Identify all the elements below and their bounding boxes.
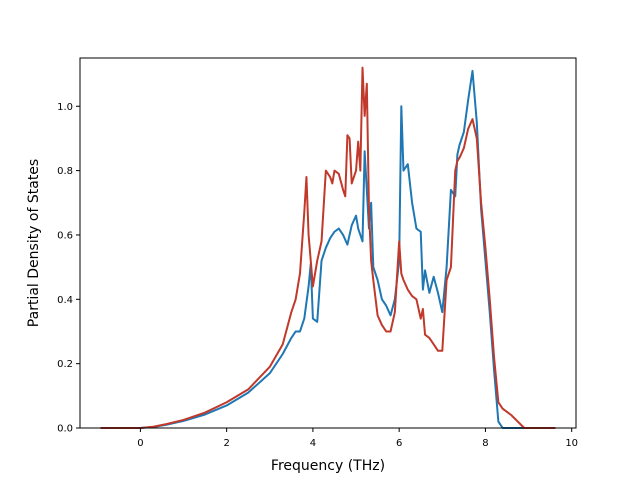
x-tick-label: 0 xyxy=(137,438,143,449)
x-tick-label: 6 xyxy=(396,438,402,449)
y-tick-label: 0.0 xyxy=(57,424,73,435)
y-tick-label: 0.2 xyxy=(57,359,73,370)
y-tick-label: 0.6 xyxy=(57,230,73,241)
y-tick-label: 0.4 xyxy=(57,295,73,306)
y-tick-label: 0.8 xyxy=(57,166,73,177)
series-line-1 xyxy=(100,69,556,429)
axes-frame xyxy=(79,57,577,429)
x-axis-label: Frequency (THz) xyxy=(271,458,385,474)
y-axis-label: Partial Density of States xyxy=(26,159,42,327)
axes-layer: 0 2 4 6 8 10 0.0 0.2 0.4 0.6 0.8 1.0 xyxy=(57,57,578,449)
x-tick-label: 8 xyxy=(482,438,488,449)
series-line-2 xyxy=(100,66,556,429)
series-layer xyxy=(100,66,556,429)
x-tick-label: 10 xyxy=(565,438,578,449)
x-tick-label: 2 xyxy=(223,438,229,449)
y-tick-label: 1.0 xyxy=(57,102,73,113)
x-tick-label: 4 xyxy=(310,438,316,449)
